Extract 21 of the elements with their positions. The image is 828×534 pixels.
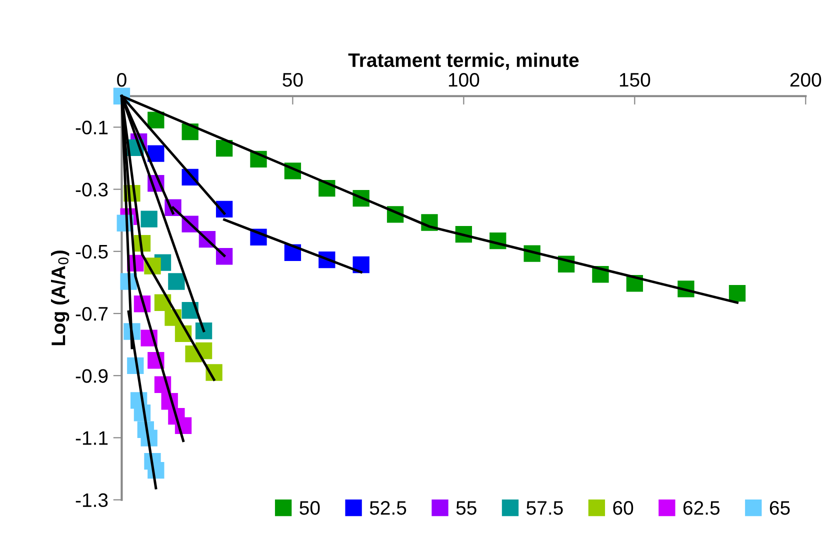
y-tick-label: -1.3 [76,493,108,508]
x-tick-label: 200 [790,72,822,87]
y-tick-label: -0.7 [76,306,108,321]
y-tick-label: -0.5 [76,244,108,259]
y-tick-label: -0.3 [76,182,108,197]
legend-label: 65 [770,501,790,515]
x-tick-label: 100 [448,72,480,87]
x-tick-label: 150 [620,72,650,87]
legend-label: 50 [300,501,320,515]
y-tick-label: -0.1 [76,120,108,134]
x-axis-title: Tratament termic, minute [348,52,579,70]
x-tick-label: 0 [117,72,126,87]
legend-label: 52.5 [370,501,406,515]
legend-label: 62.5 [683,501,720,515]
y-tick-label: -1.1 [76,431,108,445]
y-axis-title: Log (A/A$_{0}$) [50,250,70,346]
legend-label: 55 [456,501,476,515]
legend-label: 60 [613,501,634,515]
legend-label: 57.5 [526,501,563,515]
y-tick-label: -0.9 [76,369,108,383]
x-tick-label: 50 [282,72,303,87]
